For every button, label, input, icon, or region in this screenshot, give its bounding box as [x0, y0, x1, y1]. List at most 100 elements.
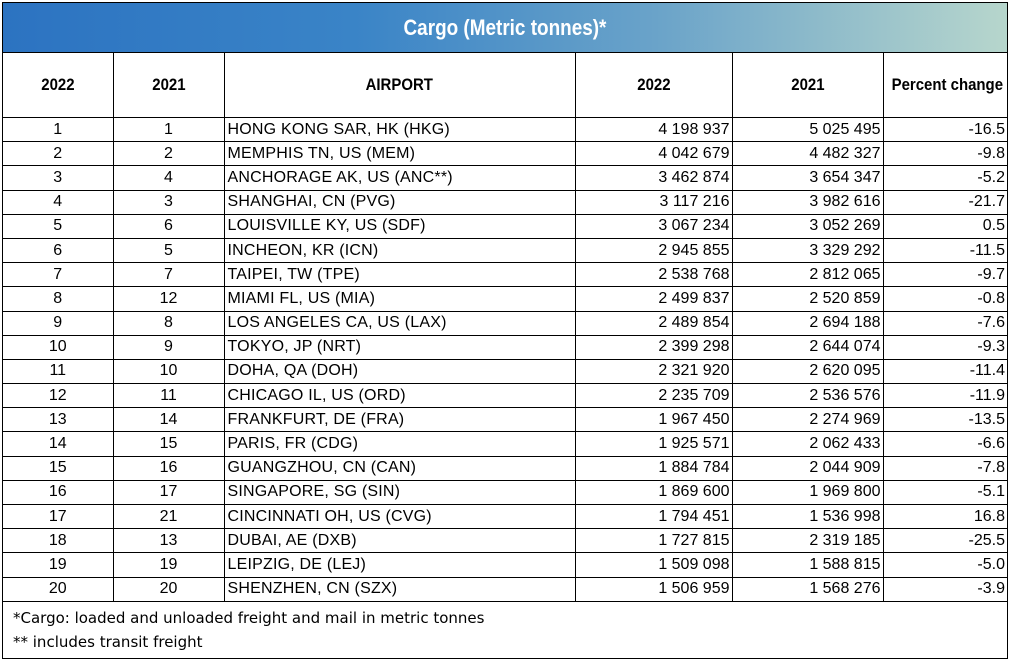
- cell-rank-2021: 10: [113, 359, 225, 385]
- cell-percent-change: -7.8: [883, 456, 1007, 481]
- cell-airport: TAIPEI, TW (TPE): [224, 262, 576, 288]
- header-rank-2021: 2021: [113, 53, 225, 118]
- header-airport: AIRPORT: [224, 53, 576, 118]
- cell-rank-2021: 21: [113, 504, 225, 530]
- cell-rank-2021: 9: [113, 335, 225, 360]
- table-row: 15 16 GUANGZHOU, CN (CAN) 1 884 784 2 044 90…: [3, 456, 1007, 481]
- cell-airport: SHANGHAI, CN (PVG): [224, 190, 576, 215]
- cell-airport: INCHEON, KR (ICN): [224, 238, 576, 264]
- cell-rank-2022: 8: [3, 286, 114, 312]
- cell-cargo-2021: 5 025 495: [732, 117, 884, 143]
- table-row: 11 10 DOHA, QA (DOH) 2 321 920 2 620 095 -11.…: [3, 359, 1007, 385]
- cell-rank-2021: 20: [113, 577, 225, 602]
- cell-rank-2021: 15: [113, 431, 225, 457]
- header-cargo-2021: 2021: [732, 53, 884, 118]
- cell-cargo-2021: 2 694 188: [732, 311, 884, 336]
- cell-rank-2021: 17: [113, 480, 225, 506]
- cell-cargo-2022: 1 869 600: [575, 480, 733, 506]
- cell-rank-2022: 20: [3, 577, 114, 602]
- cell-cargo-2021: 1 536 998: [732, 504, 884, 530]
- cell-rank-2022: 6: [3, 238, 114, 264]
- cell-percent-change: -11.9: [883, 383, 1007, 409]
- table-row: 16 17 SINGAPORE, SG (SIN) 1 869 600 1 969 80…: [3, 480, 1007, 506]
- cell-rank-2022: 5: [3, 214, 114, 239]
- cell-rank-2022: 10: [3, 335, 114, 360]
- cell-airport: FRANKFURT, DE (FRA): [224, 407, 576, 433]
- cell-rank-2022: 15: [3, 456, 114, 481]
- cell-rank-2022: 16: [3, 480, 114, 506]
- cell-cargo-2022: 2 321 920: [575, 359, 733, 385]
- cell-rank-2022: 17: [3, 504, 114, 530]
- table-row: 6 5 INCHEON, KR (ICN) 2 945 855 3 329 292 -11…: [3, 238, 1007, 264]
- cell-cargo-2022: 4 198 937: [575, 117, 733, 143]
- cell-cargo-2021: 2 644 074: [732, 335, 884, 360]
- cell-cargo-2021: 2 812 065: [732, 262, 884, 288]
- cell-cargo-2022: 1 794 451: [575, 504, 733, 530]
- table-row: 10 9 TOKYO, JP (NRT) 2 399 298 2 644 074 -9.3: [3, 335, 1007, 360]
- table-title: Cargo (Metric tonnes)*: [403, 14, 607, 40]
- cell-percent-change: -0.8: [883, 286, 1007, 312]
- cell-percent-change: -3.9: [883, 577, 1007, 602]
- cell-percent-change: -9.3: [883, 335, 1007, 360]
- cell-cargo-2022: 2 538 768: [575, 262, 733, 288]
- table-row: 19 19 LEIPZIG, DE (LEJ) 1 509 098 1 588 815-…: [3, 552, 1007, 578]
- cell-cargo-2022: 3 067 234: [575, 214, 733, 239]
- cell-rank-2021: 4: [113, 165, 225, 191]
- cell-airport: PARIS, FR (CDG): [224, 431, 576, 457]
- cell-airport: MIAMI FL, US (MIA): [224, 286, 576, 312]
- cell-percent-change: -5.2: [883, 165, 1007, 191]
- cell-airport: TOKYO, JP (NRT): [224, 335, 576, 360]
- footnote-cargo: *Cargo: loaded and unloaded freight and …: [13, 608, 485, 627]
- cell-rank-2022: 7: [3, 262, 114, 288]
- cell-cargo-2022: 1 884 784: [575, 456, 733, 481]
- cell-rank-2022: 11: [3, 359, 114, 385]
- table-row: 20 20 SHENZHEN, CN (SZX) 1 506 959 1 568 276…: [3, 577, 1007, 602]
- cell-rank-2021: 3: [113, 190, 225, 215]
- footnotes: *Cargo: loaded and unloaded freight and …: [3, 602, 1007, 654]
- cell-rank-2021: 14: [113, 407, 225, 433]
- cell-cargo-2022: 4 042 679: [575, 141, 733, 167]
- cell-percent-change: -21.7: [883, 190, 1007, 215]
- cell-cargo-2021: 2 044 909: [732, 456, 884, 481]
- cell-airport: HONG KONG SAR, HK (HKG): [224, 117, 576, 143]
- cell-cargo-2021: 2 520 859: [732, 286, 884, 312]
- cell-rank-2021: 19: [113, 552, 225, 578]
- table-row: 12 11 CHICAGO IL, US (ORD) 2 235 709 2 536 5…: [3, 383, 1007, 409]
- cell-airport: LOUISVILLE KY, US (SDF): [224, 214, 576, 239]
- cell-cargo-2022: 2 235 709: [575, 383, 733, 409]
- cell-airport: CHICAGO IL, US (ORD): [224, 383, 576, 409]
- cell-cargo-2021: 2 062 433: [732, 431, 884, 457]
- cell-percent-change: -25.5: [883, 528, 1007, 554]
- cell-cargo-2022: 1 509 098: [575, 552, 733, 578]
- cell-cargo-2021: 2 274 969: [732, 407, 884, 433]
- table-row: 2 2 MEMPHIS TN, US (MEM) 4 042 679 4 482 327…: [3, 141, 1007, 167]
- cell-cargo-2022: 1 925 571: [575, 431, 733, 457]
- cell-rank-2022: 2: [3, 141, 114, 167]
- table-row: 1 1 HONG KONG SAR, HK (HKG) 4 198 937 5 025 …: [3, 117, 1007, 143]
- cell-rank-2021: 13: [113, 528, 225, 554]
- cell-cargo-2021: 1 588 815: [732, 552, 884, 578]
- cell-cargo-2022: 2 499 837: [575, 286, 733, 312]
- cell-rank-2021: 5: [113, 238, 225, 264]
- cell-rank-2021: 12: [113, 286, 225, 312]
- cell-cargo-2021: 3 654 347: [732, 165, 884, 191]
- cell-airport: DUBAI, AE (DXB): [224, 528, 576, 554]
- cell-percent-change: 0.5: [883, 214, 1007, 239]
- cell-cargo-2021: 2 536 576: [732, 383, 884, 409]
- cell-cargo-2021: 3 329 292: [732, 238, 884, 264]
- table-row: 8 12 MIAMI FL, US (MIA) 2 499 837 2 520 859-…: [3, 286, 1007, 312]
- cell-rank-2022: 19: [3, 552, 114, 578]
- table-row: 4 3 SHANGHAI, CN (PVG) 3 117 216 3 982 616 -2…: [3, 190, 1007, 215]
- footnote-transit: ** includes transit freight: [13, 632, 203, 651]
- cell-rank-2021: 7: [113, 262, 225, 288]
- cell-cargo-2022: 3 462 874: [575, 165, 733, 191]
- cell-airport: ANCHORAGE AK, US (ANC**): [224, 165, 576, 191]
- cell-percent-change: -9.7: [883, 262, 1007, 288]
- cell-rank-2022: 3: [3, 165, 114, 191]
- cell-cargo-2022: 3 117 216: [575, 190, 733, 215]
- header-cargo-2022: 2022: [575, 53, 733, 118]
- cell-airport: LOS ANGELES CA, US (LAX): [224, 311, 576, 336]
- table-row: 9 8 LOS ANGELES CA, US (LAX) 2 489 854 2 694…: [3, 311, 1007, 336]
- cell-rank-2021: 2: [113, 141, 225, 167]
- cell-cargo-2022: 2 945 855: [575, 238, 733, 264]
